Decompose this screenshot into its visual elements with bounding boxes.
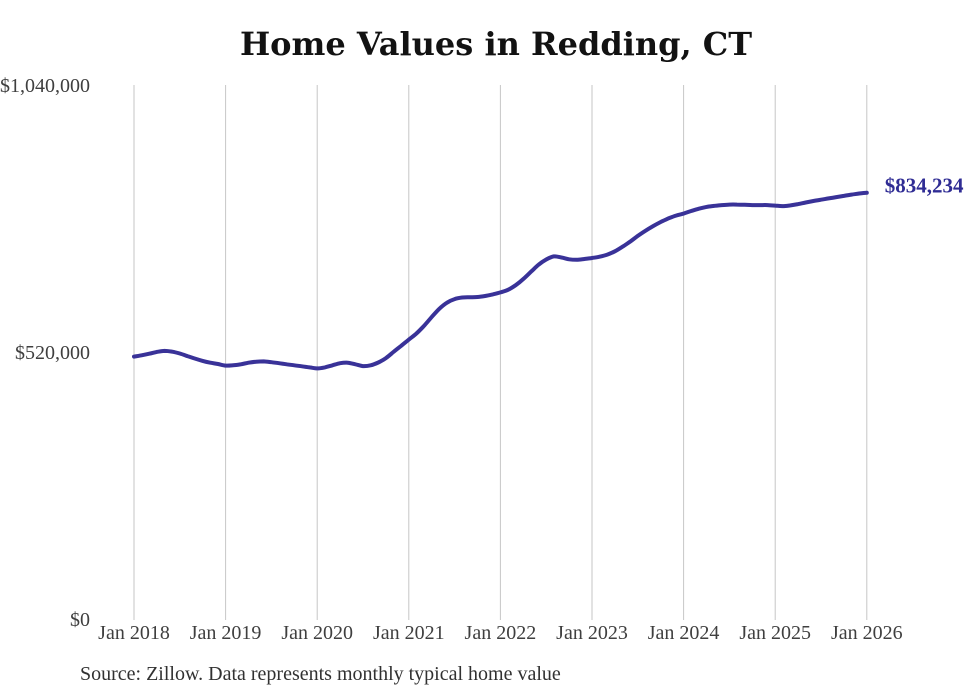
x-tick-label: Jan 2022 [464,622,537,644]
x-tick-label: Jan 2019 [189,622,262,644]
gridlines [133,85,868,620]
chart-title: Home Values in Redding, CT [239,25,753,63]
x-tick-label: Jan 2021 [372,622,445,644]
x-tick-label: Jan 2023 [556,622,628,644]
x-tick-label: Jan 2018 [98,622,170,644]
x-tick-label: Jan 2026 [830,622,903,644]
latest-value-label: $834,234 [884,173,964,198]
home-value-line [132,190,869,371]
y-tick-label: $0 [70,609,90,632]
source-note: Source: Zillow. Data represents monthly … [80,663,561,685]
x-tick-label: Jan 2024 [647,622,720,644]
y-tick-label: $520,000 [15,342,90,365]
x-tick-label: Jan 2020 [281,622,354,644]
y-tick-label: $1,040,000 [0,75,90,98]
x-tick-label: Jan 2025 [739,622,812,644]
